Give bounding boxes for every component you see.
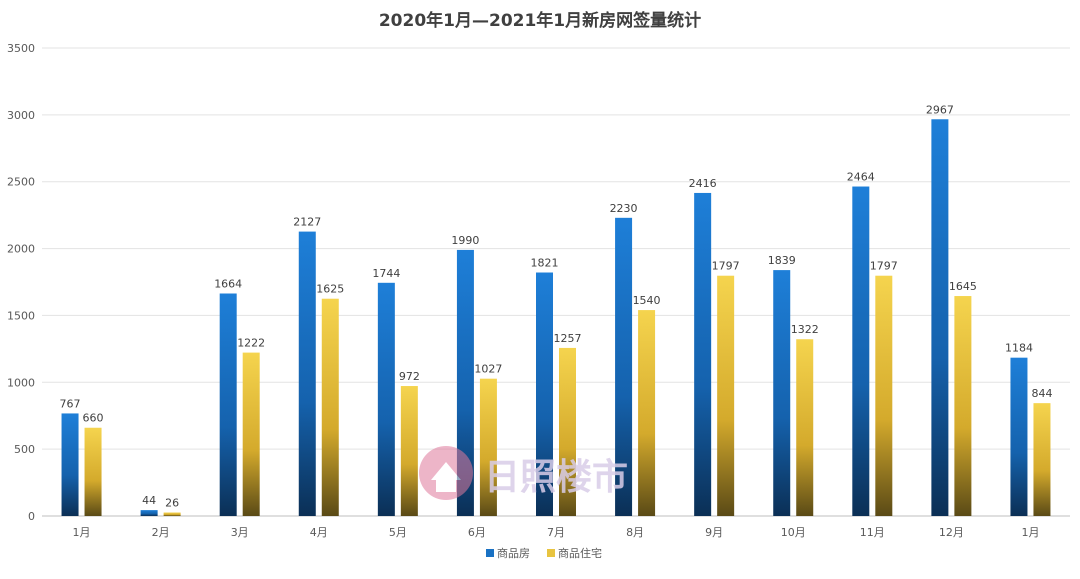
data-label: 2127 xyxy=(293,216,321,229)
bar-series1 xyxy=(456,249,474,516)
x-axis: 1月 2月 3月 4月 5月 6月 7月 8月 9月 10月 11月 12月 1月 xyxy=(73,526,1040,539)
chart-title: 2020年1月—2021年1月新房网签量统计 xyxy=(378,11,702,31)
gridlines xyxy=(42,47,1070,517)
data-label: 972 xyxy=(399,370,420,383)
y-tick-label: 3000 xyxy=(7,109,35,122)
data-label: 2416 xyxy=(689,177,717,190)
bars xyxy=(61,119,1051,516)
x-tick-label: 7月 xyxy=(547,526,565,539)
y-tick-label: 1000 xyxy=(7,376,35,389)
bar-series1 xyxy=(615,217,633,516)
data-label: 660 xyxy=(83,412,104,425)
x-tick-label: 2月 xyxy=(152,526,170,539)
data-label: 44 xyxy=(142,494,156,507)
bar-series2 xyxy=(717,275,735,516)
legend: 商品房 商品住宅 xyxy=(486,546,602,560)
bar-series2 xyxy=(875,275,893,516)
data-label: 1664 xyxy=(214,277,242,290)
bar-series1 xyxy=(298,231,316,516)
data-label: 1645 xyxy=(949,280,977,293)
bar-series2 xyxy=(321,298,339,516)
x-tick-label: 10月 xyxy=(781,526,806,539)
bar-series2 xyxy=(163,512,181,516)
x-tick-label: 12月 xyxy=(939,526,964,539)
y-tick-label: 3500 xyxy=(7,42,35,55)
bar-series2 xyxy=(242,352,260,516)
legend-swatch xyxy=(547,549,555,557)
x-tick-label: 1月 xyxy=(1021,526,1039,539)
y-tick-label: 2500 xyxy=(7,176,35,189)
data-label: 2464 xyxy=(847,171,875,184)
bar-series2 xyxy=(84,427,102,516)
data-label: 1625 xyxy=(316,283,344,296)
data-label: 1322 xyxy=(791,323,819,336)
bar-series1 xyxy=(536,272,553,516)
y-tick-label: 1500 xyxy=(7,309,35,322)
data-label: 1744 xyxy=(372,267,400,280)
bar-series2 xyxy=(1033,403,1051,516)
bar-series1 xyxy=(61,413,79,516)
data-label: 1990 xyxy=(451,234,479,247)
data-label: 1839 xyxy=(768,254,796,267)
legend-label: 商品房 xyxy=(497,546,530,560)
watermark: 日照楼市 xyxy=(419,446,628,500)
bar-series1 xyxy=(219,293,237,516)
bar-series1 xyxy=(773,270,791,516)
data-label: 1797 xyxy=(712,260,740,273)
x-tick-label: 11月 xyxy=(860,526,885,539)
y-tick-label: 2000 xyxy=(7,243,35,256)
data-label: 1797 xyxy=(870,260,898,273)
data-label: 1184 xyxy=(1005,342,1033,355)
data-label: 1540 xyxy=(633,294,661,307)
data-label: 1222 xyxy=(237,337,265,350)
bar-series1 xyxy=(377,282,395,516)
data-label: 844 xyxy=(1031,387,1052,400)
data-label: 1257 xyxy=(554,332,582,345)
data-label: 1027 xyxy=(474,363,502,376)
bar-series1 xyxy=(694,192,712,516)
data-label: 1821 xyxy=(531,257,559,270)
y-tick-label: 500 xyxy=(14,443,35,456)
bar-series1 xyxy=(852,186,870,516)
bar-series1 xyxy=(140,510,158,516)
bar-series1 xyxy=(1010,357,1028,516)
legend-swatch xyxy=(486,549,494,557)
data-label: 767 xyxy=(60,397,81,410)
data-label: 2967 xyxy=(926,103,954,116)
data-label: 26 xyxy=(165,497,179,510)
watermark-logo xyxy=(419,446,473,500)
y-axis: 0 500 1000 1500 2000 2500 3000 3500 xyxy=(7,42,35,523)
bar-series2 xyxy=(796,339,814,516)
y-tick-label: 0 xyxy=(28,510,35,523)
bar-series2 xyxy=(400,386,418,516)
data-label: 2230 xyxy=(610,202,638,215)
bar-series1 xyxy=(931,119,949,516)
watermark-text: 日照楼市 xyxy=(484,457,628,498)
bar-series2 xyxy=(479,378,497,516)
x-tick-label: 4月 xyxy=(310,526,328,539)
x-tick-label: 9月 xyxy=(705,526,723,539)
x-tick-label: 3月 xyxy=(231,526,249,539)
legend-label: 商品住宅 xyxy=(558,546,602,560)
bar-series2 xyxy=(954,296,972,516)
x-tick-label: 6月 xyxy=(468,526,486,539)
x-tick-label: 5月 xyxy=(389,526,407,539)
x-tick-label: 8月 xyxy=(626,526,644,539)
x-tick-label: 1月 xyxy=(73,526,91,539)
bar-series2 xyxy=(559,347,576,516)
bar-series2 xyxy=(638,310,656,516)
